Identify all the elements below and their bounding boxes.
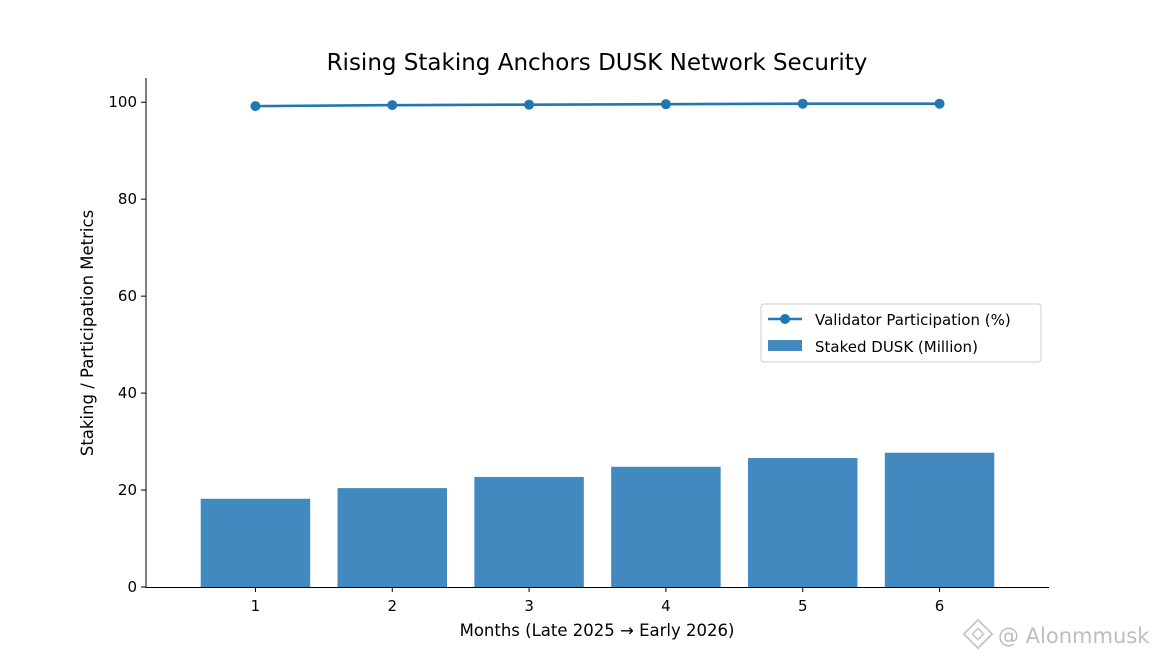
chart-title: Rising Staking Anchors DUSK Network Secu… <box>327 50 868 76</box>
y-ticks: 0 20 40 60 80 100 <box>108 93 146 596</box>
participation-point-6 <box>934 98 945 109</box>
y-tick-label: 0 <box>127 578 137 596</box>
y-tick-label: 20 <box>118 481 137 499</box>
participation-point-3 <box>524 99 535 110</box>
watermark: @ Alonmmusk <box>962 618 1150 650</box>
participation-point-4 <box>660 99 671 110</box>
binance-diamond-icon <box>962 618 994 650</box>
participation-point-1 <box>250 101 261 112</box>
legend-label-staked: Staked DUSK (Million) <box>815 338 978 356</box>
legend-frame <box>760 303 1042 363</box>
line-layer <box>250 98 945 112</box>
x-tick-label: 5 <box>798 597 808 615</box>
legend-label-participation: Validator Participation (%) <box>815 311 1011 329</box>
legend: Validator Participation (%) Staked DUSK … <box>760 303 1042 363</box>
bar-staked-5 <box>748 458 858 587</box>
bar-staked-1 <box>200 498 311 587</box>
x-tick-label: 2 <box>387 597 397 615</box>
participation-point-2 <box>387 100 398 111</box>
y-tick-label: 100 <box>108 93 137 111</box>
y-tick-label: 80 <box>118 190 137 208</box>
watermark-text: @ Alonmmusk <box>998 624 1150 648</box>
bar-staked-4 <box>611 466 721 587</box>
x-tick-label: 6 <box>935 597 945 615</box>
x-ticks: 1 2 3 4 5 6 <box>251 587 945 615</box>
y-tick-label: 40 <box>118 384 137 402</box>
x-axis-label: Months (Late 2025 → Early 2026) <box>460 621 735 640</box>
y-tick-label: 60 <box>118 287 137 305</box>
bar-staked-3 <box>474 476 584 587</box>
y-axis-label: Staking / Participation Metrics <box>78 210 97 456</box>
legend-bar-swatch <box>768 340 802 351</box>
legend-line-marker <box>780 314 790 324</box>
bar-staked-2 <box>337 488 447 587</box>
x-tick-label: 1 <box>251 597 261 615</box>
bars-layer <box>200 452 995 587</box>
bar-staked-6 <box>884 452 995 587</box>
x-tick-label: 3 <box>524 597 534 615</box>
participation-line <box>255 102 940 108</box>
participation-point-5 <box>797 98 808 109</box>
x-tick-label: 4 <box>661 597 671 615</box>
